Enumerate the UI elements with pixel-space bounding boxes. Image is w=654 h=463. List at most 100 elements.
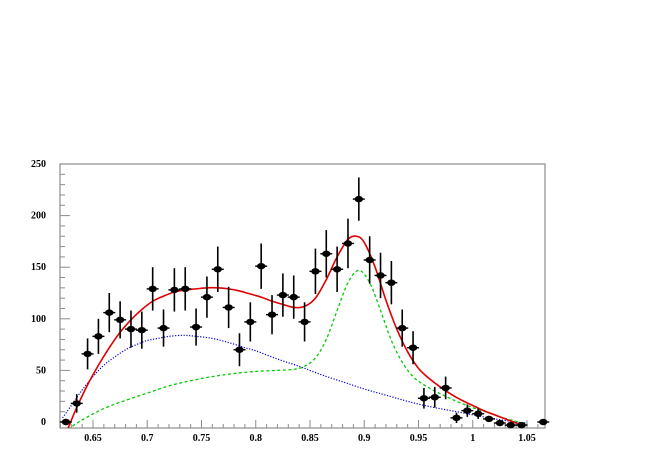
data-point xyxy=(417,387,430,409)
marker xyxy=(202,293,212,301)
marker xyxy=(354,195,364,203)
data-point xyxy=(450,412,463,424)
data-point xyxy=(255,243,268,289)
data-point xyxy=(298,302,311,342)
y-tick-label: 250 xyxy=(31,159,46,170)
data-point xyxy=(103,293,116,333)
plot-frame-rect xyxy=(59,163,546,429)
marker xyxy=(430,394,439,401)
marker xyxy=(115,316,125,324)
marker xyxy=(484,415,494,423)
x-tick-label: 0.9 xyxy=(358,433,371,444)
marker xyxy=(256,262,266,270)
data-point xyxy=(439,376,452,400)
marker xyxy=(311,268,320,275)
marker xyxy=(387,279,396,286)
marker xyxy=(267,311,277,318)
marker xyxy=(94,333,103,340)
data-point xyxy=(287,275,300,319)
x-tick-label: 0.65 xyxy=(84,433,102,444)
y-axis-tick-labels: 0 50 100 150 200 250 xyxy=(31,159,46,428)
data-point xyxy=(472,408,485,419)
marker xyxy=(105,309,114,316)
data-point xyxy=(385,261,398,305)
data-point xyxy=(168,268,181,312)
data-point xyxy=(428,386,441,408)
marker xyxy=(376,272,385,279)
marker xyxy=(278,291,288,299)
marker xyxy=(441,384,450,392)
y-tick-label: 200 xyxy=(31,211,46,222)
y-tick-label: 100 xyxy=(31,314,46,325)
data-point xyxy=(407,331,420,365)
x-tick-label: 1 xyxy=(470,433,475,444)
marker xyxy=(473,410,483,417)
x-tick-label: 0.75 xyxy=(193,433,211,444)
data-point xyxy=(222,286,235,329)
marker xyxy=(408,344,418,351)
data-point xyxy=(374,252,387,299)
marker xyxy=(495,419,505,427)
x-tick-label: 0.8 xyxy=(250,433,263,444)
marker xyxy=(126,325,136,333)
background-curve xyxy=(62,334,528,424)
marker xyxy=(246,318,255,326)
y-tick-label: 0 xyxy=(41,417,46,428)
data-point xyxy=(504,421,517,429)
marker xyxy=(463,407,472,414)
data-point xyxy=(331,246,344,292)
marker xyxy=(148,285,157,293)
x-tick-label: 1.05 xyxy=(518,433,536,444)
marker xyxy=(213,266,222,273)
marker xyxy=(289,293,298,301)
total-fit-curve xyxy=(67,235,526,428)
data-point xyxy=(396,309,409,347)
data-point xyxy=(233,333,246,367)
marker xyxy=(398,324,407,332)
plot-frame xyxy=(59,163,546,429)
data-point xyxy=(341,218,354,269)
x-axis-tick-labels: 0.65 0.7 0.75 0.8 0.85 0.9 0.95 1 1.05 xyxy=(84,433,536,444)
data-point xyxy=(190,308,203,346)
data-point xyxy=(363,236,376,284)
marker xyxy=(61,418,71,426)
data-point xyxy=(179,267,192,311)
data-point xyxy=(114,301,127,339)
marker xyxy=(517,421,526,429)
marker xyxy=(170,286,179,294)
signal-curve xyxy=(68,269,528,428)
x-tick-label: 0.95 xyxy=(410,433,428,444)
data-point xyxy=(276,273,289,317)
data-point xyxy=(124,310,137,348)
marker xyxy=(181,285,190,293)
data-point xyxy=(92,318,105,354)
marker xyxy=(72,400,81,407)
marker xyxy=(452,414,461,422)
marker xyxy=(365,256,374,264)
y-tick-label: 150 xyxy=(31,262,46,273)
data-point xyxy=(537,418,550,426)
marker xyxy=(191,323,201,331)
axis-ticks xyxy=(59,163,539,428)
data-point xyxy=(146,267,159,311)
data-point xyxy=(81,338,94,370)
data-point xyxy=(352,177,365,221)
marker xyxy=(83,350,92,358)
data-point xyxy=(515,421,528,429)
data-point xyxy=(483,415,496,423)
data-points xyxy=(59,177,550,429)
marker xyxy=(224,304,233,311)
data-point xyxy=(157,309,170,347)
marker xyxy=(343,240,353,247)
x-tick-label: 0.7 xyxy=(141,433,154,444)
data-point xyxy=(461,404,474,417)
data-point xyxy=(211,246,224,292)
marker xyxy=(332,266,342,273)
marker xyxy=(506,421,515,429)
marker xyxy=(159,324,168,332)
marker xyxy=(322,250,331,257)
y-tick-label: 50 xyxy=(36,365,46,376)
marker xyxy=(300,318,309,326)
fit-curves xyxy=(62,235,528,428)
